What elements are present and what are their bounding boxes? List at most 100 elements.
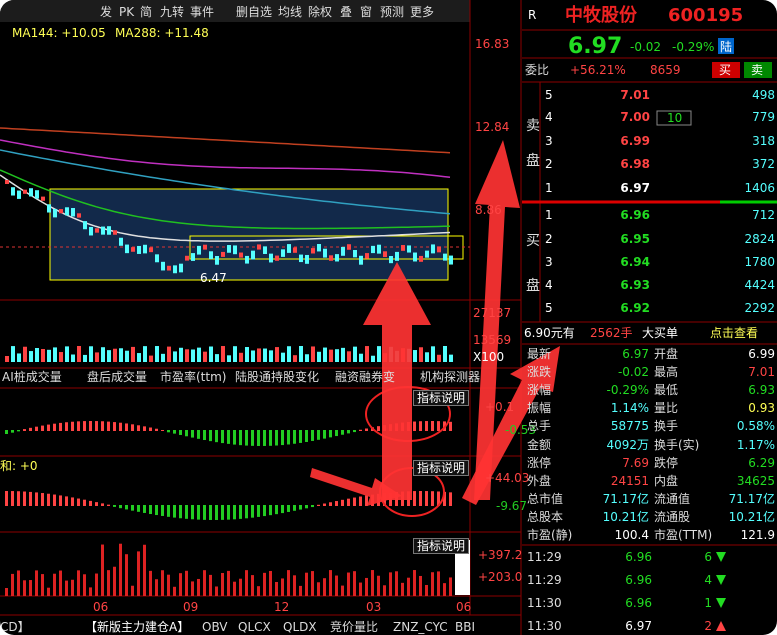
toolbar-button[interactable]: 更多 — [410, 5, 435, 19]
shape — [137, 245, 141, 254]
bottom-tab[interactable]: BBI — [455, 620, 476, 634]
shape — [29, 427, 32, 431]
shape — [239, 505, 242, 519]
stat-value: 4092万 — [606, 437, 649, 452]
toolbar-button[interactable]: 简 — [140, 5, 153, 19]
shape — [389, 255, 393, 264]
shape — [251, 575, 254, 596]
shape — [59, 570, 62, 596]
stat-value: 0.93 — [748, 401, 775, 416]
toolbar-button[interactable]: 事件 — [190, 5, 215, 19]
shape — [101, 503, 104, 506]
toolbar-button[interactable]: 叠 — [340, 5, 353, 19]
indicator-tab[interactable]: 盘后成交量 — [87, 370, 148, 384]
shape — [47, 349, 51, 362]
shape — [293, 355, 297, 362]
toolbar-button[interactable]: 九转 — [160, 5, 185, 19]
shape — [137, 551, 140, 596]
toolbar-button[interactable]: 删自选 — [236, 5, 273, 19]
toolbar-button[interactable]: 除权 — [308, 5, 333, 19]
shape — [263, 572, 266, 596]
indicator-tab[interactable]: 市盈率(ttm) — [160, 370, 227, 384]
shape — [161, 429, 164, 431]
shape — [281, 430, 284, 446]
big-order-link[interactable]: 点击查看 — [710, 326, 759, 340]
shape — [203, 351, 207, 362]
arrows — [310, 140, 560, 506]
shape — [251, 505, 254, 518]
sell-button[interactable] — [744, 62, 772, 78]
shape — [419, 575, 422, 596]
shape — [23, 491, 26, 506]
bottom-tab[interactable]: CD】 — [0, 620, 30, 634]
stat-value: 34625 — [736, 473, 775, 488]
ask-level: 1 — [545, 181, 553, 195]
toolbar-button[interactable]: PK — [119, 5, 135, 19]
shape — [437, 491, 440, 506]
weicha: 8659 — [650, 63, 681, 77]
shape — [161, 261, 165, 271]
side-label: 买 — [526, 233, 540, 249]
bottom-tab[interactable]: ZNZ_CYC — [393, 620, 448, 634]
ask-volume: 318 — [752, 134, 775, 148]
stat-label: 最新 — [527, 347, 552, 361]
shape — [383, 251, 387, 258]
stat-label: 量比 — [654, 401, 679, 416]
indicator-tab[interactable]: AI桩成交量 — [2, 370, 62, 384]
shape — [161, 570, 164, 596]
stat-value: 121.9 — [740, 528, 775, 542]
shape — [17, 353, 21, 362]
bottom-tab[interactable]: QLCX — [238, 620, 271, 634]
indicator-tab[interactable]: 陆股通持股变化 — [235, 370, 320, 384]
bottom-tab[interactable]: 竞价量比 — [330, 620, 379, 634]
shape — [113, 230, 117, 235]
trade-price: 6.96 — [625, 596, 652, 610]
shape — [425, 584, 428, 596]
market: R — [528, 8, 537, 22]
shape — [287, 346, 291, 362]
shape — [107, 350, 111, 362]
shape — [377, 244, 381, 254]
shape — [215, 430, 218, 443]
shape — [329, 349, 333, 362]
toolbar-button[interactable]: 窗 — [360, 5, 373, 19]
bottom-tab[interactable]: 【新版主力建仓A】 — [85, 620, 190, 634]
bottom-tab[interactable]: QLDX — [283, 620, 317, 634]
stock-code: 600195 — [668, 5, 744, 26]
shape — [437, 421, 440, 431]
indicator-help[interactable]: 指标说明 — [413, 538, 470, 554]
shape — [275, 430, 278, 446]
ask-volume: 498 — [752, 88, 775, 102]
trade-arrow — [716, 575, 726, 585]
trade-arrow — [716, 621, 726, 631]
shape — [269, 430, 272, 446]
shape — [35, 570, 38, 596]
shape — [35, 190, 39, 199]
shape — [431, 244, 435, 254]
indicator-tab[interactable]: 融资融券变 — [335, 370, 396, 384]
shape — [35, 426, 38, 431]
indicator-tab[interactable]: 机构探测器 — [420, 370, 481, 384]
indicator-help[interactable]: 指标说明 — [413, 460, 470, 476]
bid-level: 3 — [545, 255, 553, 269]
buy-button[interactable] — [712, 62, 740, 78]
indicator-help[interactable]: 指标说明 — [413, 390, 470, 406]
sell-label[interactable]: 卖 — [751, 63, 764, 77]
side-label: 盘 — [526, 153, 540, 169]
shape — [77, 570, 80, 596]
shape — [29, 491, 32, 506]
shape — [245, 347, 249, 362]
shape — [83, 499, 86, 506]
toolbar-button[interactable]: 预测 — [380, 5, 405, 19]
shape — [29, 351, 33, 362]
shape — [449, 255, 453, 265]
shape — [311, 248, 315, 254]
toolbar-button[interactable]: 均线 — [278, 5, 303, 19]
weibi: +56.21% — [570, 63, 626, 77]
trade-time: 11:29 — [527, 550, 562, 564]
toolbar-button[interactable]: 发 — [100, 5, 113, 19]
bottom-tab[interactable]: OBV — [202, 620, 228, 634]
buy-label[interactable]: 买 — [719, 63, 732, 77]
shape — [335, 430, 338, 437]
shape — [143, 346, 147, 362]
